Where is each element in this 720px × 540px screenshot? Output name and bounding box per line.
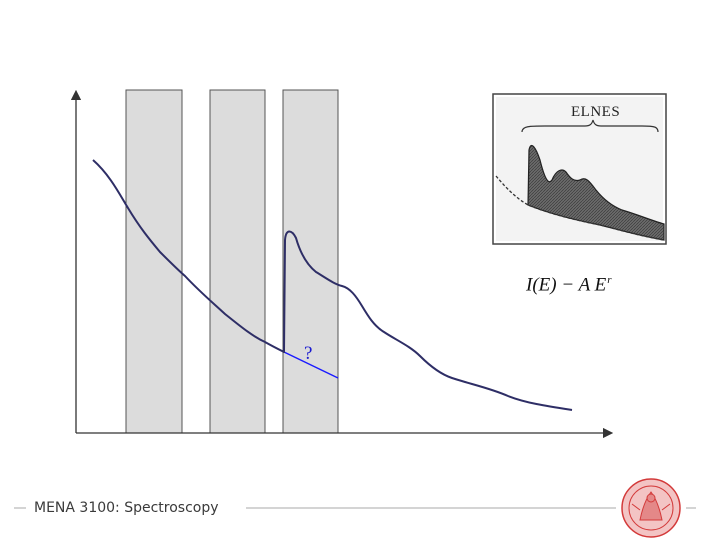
elnes-fill [527, 145, 665, 241]
energy-window-3 [282, 89, 339, 434]
spectrum-curve [92, 159, 573, 411]
background-extrapolation [283, 351, 339, 379]
elnes-label: ELNES [571, 104, 621, 120]
university-seal-icon [621, 478, 681, 538]
question-mark: ? [304, 343, 313, 364]
footer-title: MENA 3100: Spectroscopy [34, 500, 219, 516]
formula-main: I(E) − A E [526, 274, 607, 296]
energy-window-1 [125, 89, 183, 434]
elnes-inset [492, 93, 667, 245]
power-law-formula: I(E) − A Er [526, 274, 611, 296]
elnes-background [495, 175, 665, 241]
energy-window-2 [209, 89, 266, 434]
elnes-brace [521, 119, 659, 133]
formula-exponent: r [607, 274, 612, 286]
